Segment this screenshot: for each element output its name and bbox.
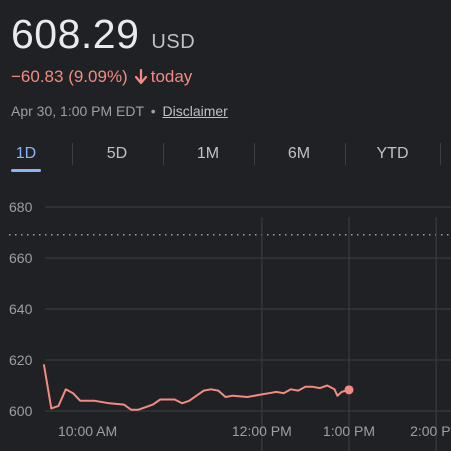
tab-1m[interactable]: 1M [196, 145, 220, 162]
y-tick-label: 600 [9, 403, 33, 419]
y-tick-label: 640 [9, 301, 33, 317]
tab-divider [440, 143, 441, 165]
tab-divider [254, 143, 255, 165]
x-tick-label: 2:00 PM [410, 423, 451, 439]
current-price-dot [344, 385, 354, 395]
active-tab-indicator [11, 169, 41, 172]
price-change-value: −60.83 (9.09%) [11, 67, 128, 86]
quote-timestamp: Apr 30, 1:00 PM EDT [11, 103, 144, 119]
quote-meta: Apr 30, 1:00 PM EDT • Disclaimer [11, 103, 228, 119]
price-line [43, 364, 350, 411]
y-tick-label: 620 [9, 352, 33, 368]
meta-separator: • [150, 103, 156, 119]
price-row: 608.29 USD [11, 8, 195, 60]
tab-divider [72, 143, 73, 165]
currency-label: USD [151, 31, 196, 53]
y-tick-label: 680 [9, 199, 33, 215]
price-change: −60.83 (9.09%) today [11, 67, 192, 87]
price-chart[interactable]: 680 660 640 620 600 10:00 AM 12:00 PM 1:00 PM 2:… [0, 190, 451, 451]
disclaimer-link[interactable]: Disclaimer [162, 103, 228, 119]
x-tick-label: 12:00 PM [232, 423, 292, 439]
current-price: 608.29 [11, 11, 140, 57]
tab-6m[interactable]: 6M [287, 145, 311, 162]
price-change-period: today [150, 67, 193, 86]
tab-divider [345, 143, 346, 165]
y-tick-label: 660 [9, 250, 33, 266]
x-tick-label: 1:00 PM [323, 423, 375, 439]
tab-divider [163, 143, 164, 165]
range-tabs: 1D 5D 1M 6M YTD [0, 140, 451, 172]
x-tick-label: 10:00 AM [58, 423, 117, 439]
tab-ytd[interactable]: YTD [376, 145, 409, 162]
tab-5d[interactable]: 5D [106, 145, 128, 162]
tab-1d[interactable]: 1D [15, 145, 37, 162]
arrow-down-icon [134, 69, 147, 85]
